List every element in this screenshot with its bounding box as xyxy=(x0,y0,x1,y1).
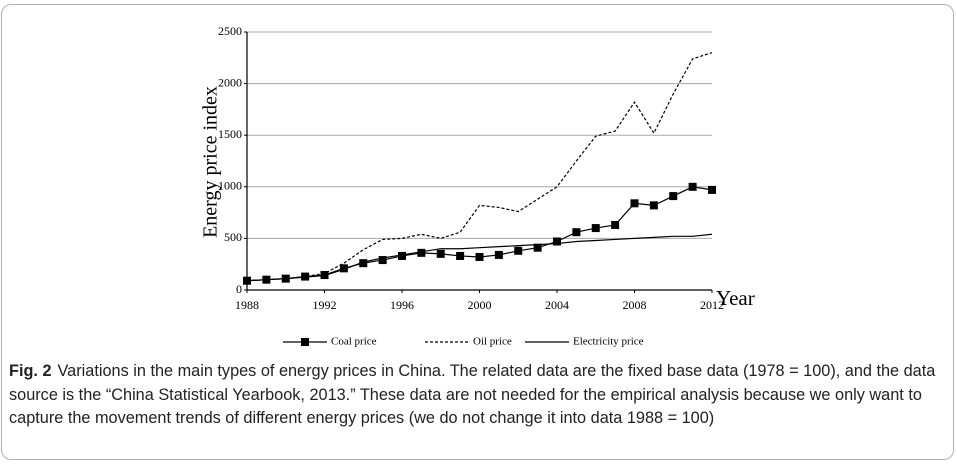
x-tick-label: 1996 xyxy=(390,298,414,312)
x-tick-label: 1992 xyxy=(313,298,337,312)
legend-label: Coal price xyxy=(331,336,377,348)
y-tick-label: 2500 xyxy=(218,24,242,38)
legend-marker xyxy=(301,338,309,346)
y-tick-label: 1000 xyxy=(218,179,242,193)
y-axis-label: Energy price index xyxy=(200,86,222,238)
marker xyxy=(630,199,639,208)
figure-frame xyxy=(1,4,954,460)
x-tick-label: 2000 xyxy=(468,298,492,312)
series-line xyxy=(246,52,713,282)
y-tick-label: 1500 xyxy=(218,127,242,141)
marker xyxy=(611,220,620,229)
marker xyxy=(339,264,348,273)
x-tick-label: 2012 xyxy=(700,298,724,312)
caption-text: Variations in the main types of energy p… xyxy=(9,362,936,427)
y-tick-label: 2000 xyxy=(218,75,242,89)
legend-label: Oil price xyxy=(473,336,512,348)
marker xyxy=(669,192,678,201)
marker xyxy=(572,228,581,237)
caption-label: Fig. 2 xyxy=(9,362,52,380)
marker xyxy=(359,259,368,268)
marker xyxy=(591,224,600,233)
marker xyxy=(475,252,484,261)
marker xyxy=(417,248,426,257)
y-tick-label: 500 xyxy=(224,230,242,244)
x-tick-label: 2008 xyxy=(623,298,647,312)
x-axis-label: Year xyxy=(716,286,755,310)
marker xyxy=(649,201,658,210)
marker xyxy=(514,246,523,255)
caption: Fig. 2 Variations in the main types of en… xyxy=(9,360,944,431)
marker xyxy=(494,250,503,259)
legend-label: Electricity price xyxy=(573,336,644,348)
marker xyxy=(553,237,561,246)
marker xyxy=(708,185,716,194)
marker xyxy=(533,243,542,252)
chart: Energy price index Year 0 500 1000 1500 2000… xyxy=(200,24,755,348)
x-tick-label: 1988 xyxy=(235,298,259,312)
x-tick-label: 2004 xyxy=(545,298,569,312)
series-line xyxy=(246,233,713,282)
marker xyxy=(436,249,445,258)
marker xyxy=(688,182,697,191)
marker xyxy=(378,256,387,265)
series-line xyxy=(246,186,713,282)
marker xyxy=(398,251,406,260)
marker xyxy=(456,251,465,260)
y-tick-label: 0 xyxy=(236,282,242,296)
